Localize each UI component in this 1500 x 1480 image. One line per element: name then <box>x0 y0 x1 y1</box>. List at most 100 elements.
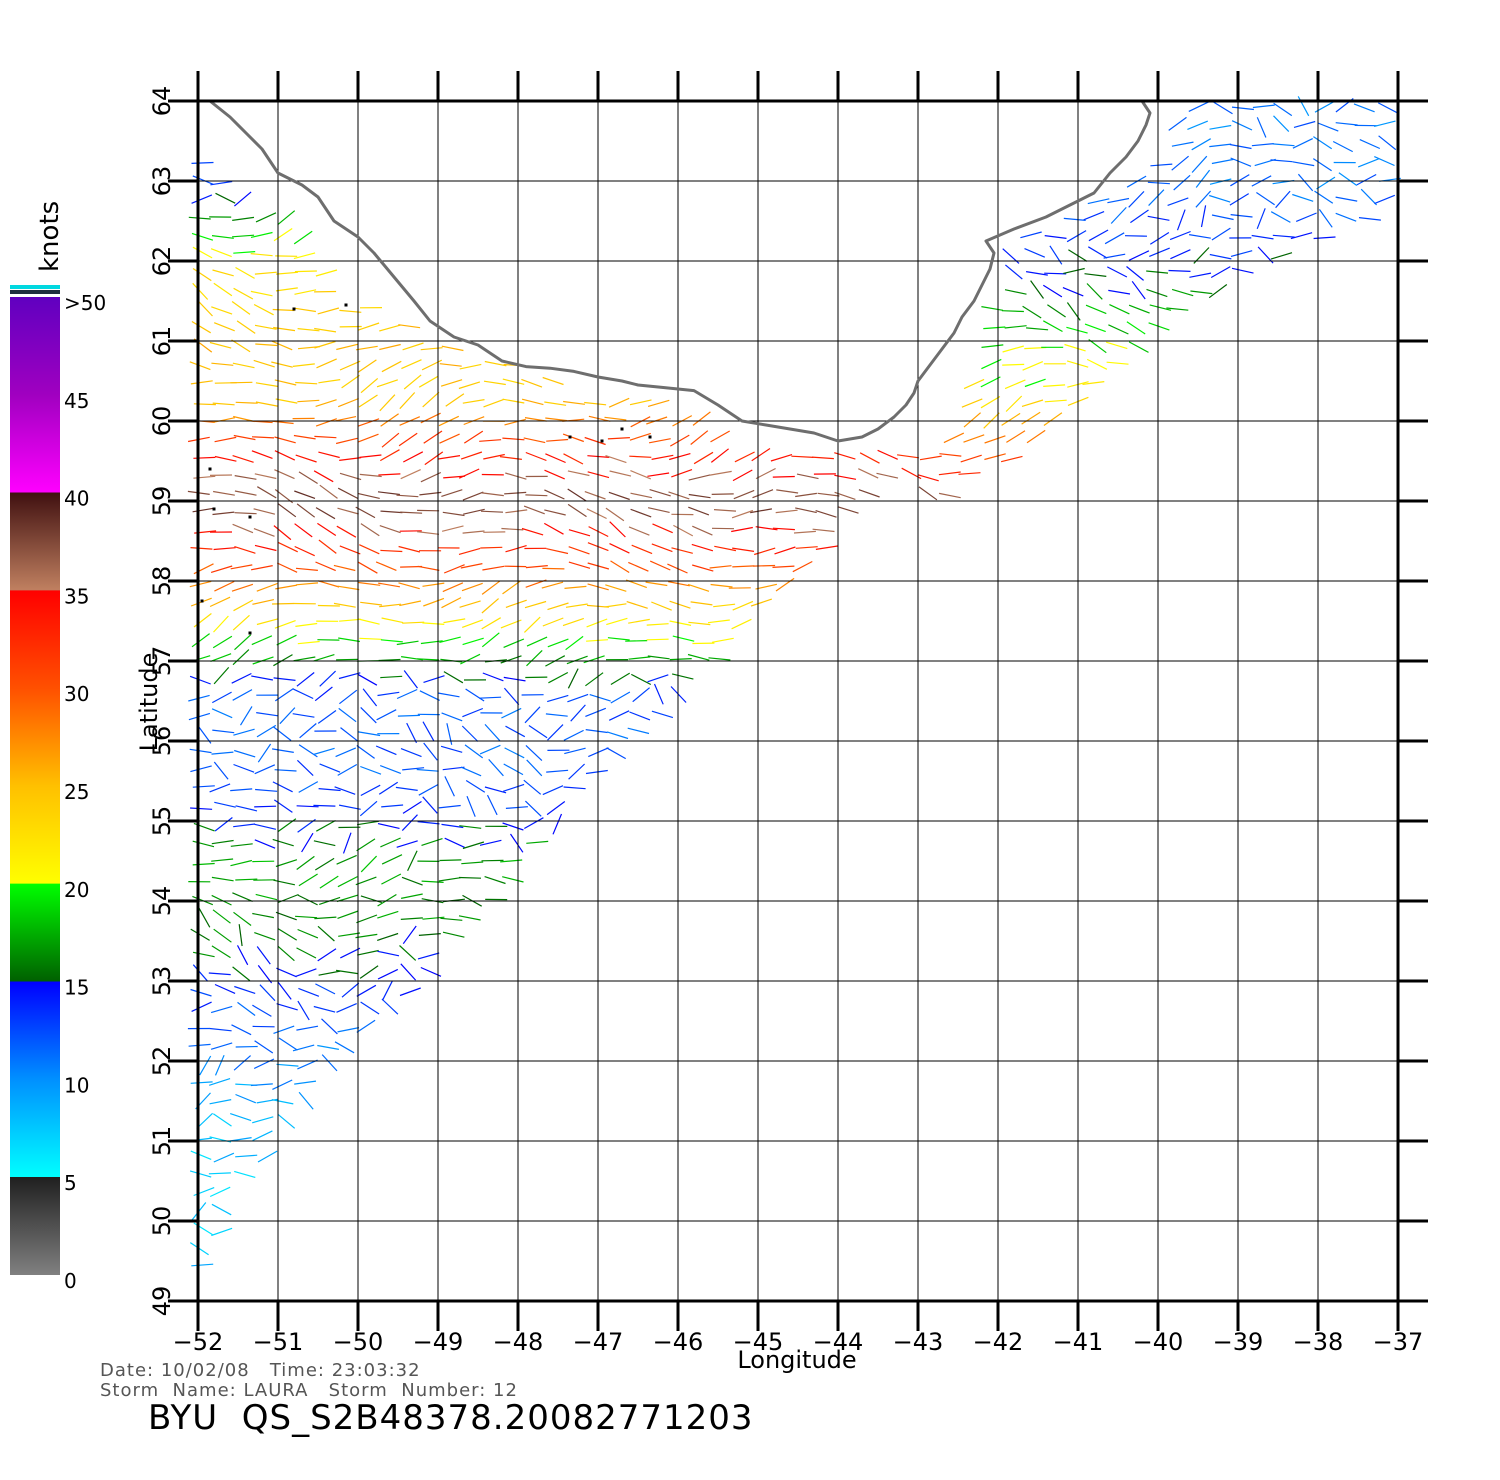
wind-vector <box>1004 325 1027 329</box>
wind-vector <box>628 561 649 572</box>
wind-vector <box>277 210 296 226</box>
plot-frame <box>168 71 1428 1331</box>
wind-vector <box>236 320 256 334</box>
wind-vector <box>358 731 381 737</box>
wind-vector <box>1149 231 1170 245</box>
wind-vector <box>750 598 772 607</box>
wind-vector <box>250 1083 273 1087</box>
wind-vector <box>199 1055 212 1076</box>
wind-vector <box>377 950 400 957</box>
wind-vector <box>546 548 569 555</box>
wind-vector <box>670 686 687 703</box>
wind-vector <box>567 668 579 689</box>
wind-vector <box>296 947 317 959</box>
wind-vector <box>423 597 445 607</box>
wind-vector <box>709 470 732 476</box>
wind-vector <box>772 527 795 531</box>
wind-vector <box>191 232 214 241</box>
wind-vector <box>545 453 566 464</box>
wind-vector <box>770 454 793 462</box>
wind-vector <box>381 980 394 1001</box>
wind-vector <box>565 635 584 651</box>
wind-vector <box>526 649 543 667</box>
wind-vector <box>212 691 232 704</box>
wind-vector <box>1126 266 1144 281</box>
wind-vector <box>775 577 795 592</box>
wind-vector <box>250 565 273 571</box>
wind-vector <box>214 817 233 832</box>
wind-vector <box>463 508 485 515</box>
wind-vector <box>630 416 651 428</box>
wind-vector <box>271 1099 294 1105</box>
wind-vector <box>422 916 445 920</box>
colorbar-cap-dark <box>10 290 60 294</box>
wind-vector <box>272 838 294 847</box>
wind-vector <box>313 654 335 662</box>
wind-vector <box>398 582 420 590</box>
wind-vector <box>963 434 985 443</box>
wind-vector <box>586 618 608 628</box>
wind-vector <box>417 531 440 535</box>
wind-vector <box>671 547 693 554</box>
wind-vector <box>523 505 545 515</box>
wind-vector <box>1270 252 1293 260</box>
wind-vector <box>710 430 730 443</box>
wind-vector <box>461 582 483 592</box>
wind-vector <box>315 561 336 572</box>
wind-vector <box>401 814 418 832</box>
x-tick-label: −38 <box>1293 1328 1344 1356</box>
wind-vector <box>422 796 438 814</box>
wind-vector <box>257 743 272 763</box>
wind-vector <box>417 821 440 825</box>
wind-vector <box>190 807 213 810</box>
wind-vector <box>402 767 425 771</box>
wind-vector <box>356 984 377 997</box>
wind-vector <box>524 706 541 724</box>
wind-vector <box>234 634 252 651</box>
wind-vector <box>1066 230 1087 243</box>
rain-flag-point <box>600 439 604 443</box>
wind-vector <box>545 713 568 717</box>
wind-vector <box>334 416 357 422</box>
wind-vector <box>668 491 690 500</box>
wind-vector <box>251 675 274 681</box>
wind-vector <box>398 545 421 553</box>
wind-vector <box>424 451 444 466</box>
wind-vector <box>341 982 360 998</box>
wind-vector <box>1292 161 1315 167</box>
wind-vector <box>442 582 464 593</box>
wind-vector <box>981 306 1004 311</box>
storm-number-value: 12 <box>493 1380 518 1401</box>
wind-vector <box>255 401 278 407</box>
wind-vector <box>381 360 402 373</box>
wind-vector <box>668 581 690 587</box>
wind-vector <box>209 1078 231 1086</box>
wind-vector <box>380 413 399 427</box>
wind-vector <box>317 604 340 607</box>
wind-vector <box>400 469 421 480</box>
wind-vector <box>381 998 399 1015</box>
wind-vector <box>1108 324 1129 335</box>
rain-flag-point <box>648 435 652 439</box>
wind-vector <box>1024 378 1046 388</box>
wind-vector <box>277 503 297 518</box>
wind-vector <box>418 375 439 388</box>
wind-vector <box>753 564 776 567</box>
x-tick-label: −40 <box>1133 1328 1184 1356</box>
wind-vector <box>1357 158 1379 168</box>
wind-vector <box>316 819 336 832</box>
wind-vector <box>250 231 273 238</box>
wind-vector <box>421 880 444 883</box>
wind-vector <box>690 601 713 606</box>
wind-vector <box>523 616 541 633</box>
wind-vector <box>440 917 463 921</box>
wind-vector <box>500 859 523 863</box>
wind-vector <box>547 602 569 611</box>
wind-vector <box>1272 143 1295 147</box>
wind-vector <box>357 673 378 686</box>
wind-vector <box>1026 271 1048 276</box>
wind-vector <box>1188 101 1209 112</box>
wind-vector <box>521 398 544 406</box>
wind-vector <box>459 600 481 608</box>
wind-vector <box>604 416 627 421</box>
